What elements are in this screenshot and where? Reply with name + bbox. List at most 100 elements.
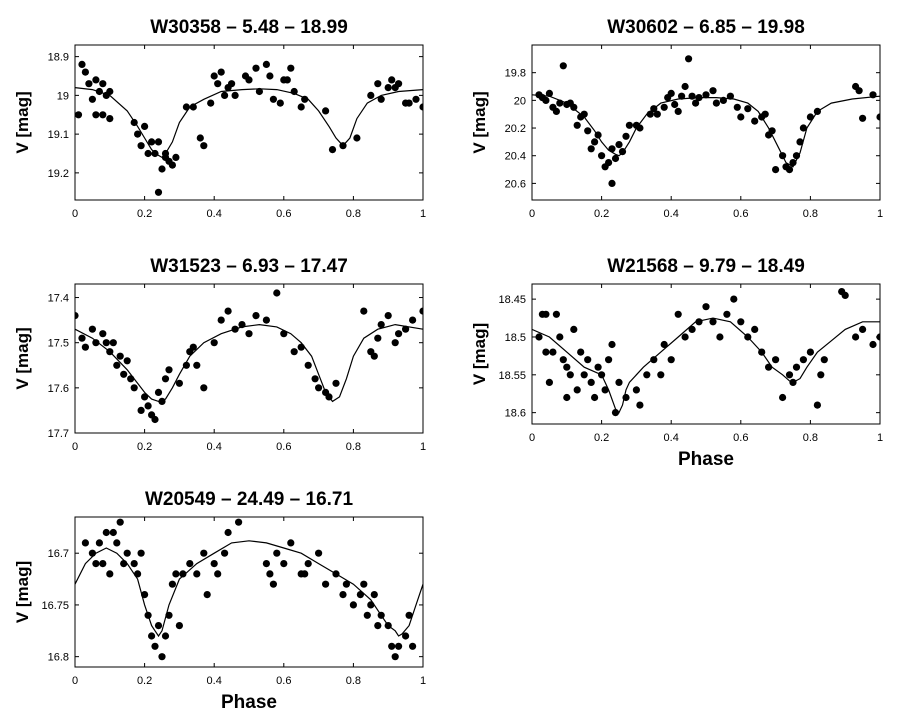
data-point xyxy=(660,103,668,111)
data-point xyxy=(148,138,156,146)
x-tick-label: 0.8 xyxy=(803,432,818,444)
data-point xyxy=(660,340,668,349)
data-point xyxy=(75,111,83,119)
data-point xyxy=(224,307,232,315)
data-point xyxy=(207,99,215,107)
data-point xyxy=(109,528,117,537)
data-point xyxy=(813,401,822,409)
data-point xyxy=(102,339,110,347)
data-point xyxy=(238,321,246,329)
data-point xyxy=(678,92,686,100)
data-point xyxy=(360,307,368,315)
data-point xyxy=(95,539,103,547)
data-point xyxy=(726,92,735,100)
data-point xyxy=(577,348,585,356)
data-point xyxy=(542,310,550,318)
data-point xyxy=(210,339,218,347)
panel-title-w31523: W31523 – 6.93 – 17.47 xyxy=(150,256,348,277)
data-point xyxy=(601,386,609,394)
data-point xyxy=(189,343,197,351)
data-point xyxy=(144,149,152,158)
x-tick-label: 1 xyxy=(420,208,426,220)
data-point xyxy=(374,80,382,88)
data-point xyxy=(92,76,100,84)
data-point xyxy=(141,393,149,401)
data-point xyxy=(349,601,357,609)
x-tick-label: 0.2 xyxy=(594,208,609,220)
data-point xyxy=(255,87,263,96)
y-tick-label: 18.6 xyxy=(505,408,526,420)
data-point xyxy=(545,378,554,386)
x-tick-label: 0.2 xyxy=(137,441,152,453)
data-point xyxy=(311,375,319,383)
data-point xyxy=(245,330,253,338)
data-point xyxy=(287,64,295,72)
data-point xyxy=(297,343,305,351)
plot-frame-w20549 xyxy=(74,516,424,668)
data-point xyxy=(563,363,571,371)
data-point xyxy=(154,188,163,196)
data-point xyxy=(556,333,564,341)
plot-frame-w31523 xyxy=(74,283,424,434)
data-point xyxy=(688,325,696,333)
data-point xyxy=(81,343,89,351)
x-tick-label: 0 xyxy=(72,675,78,687)
data-point xyxy=(594,363,602,371)
data-point xyxy=(99,80,107,88)
data-point xyxy=(130,560,138,568)
y-tick-label: 19.2 xyxy=(48,168,69,180)
data-point xyxy=(262,60,270,68)
data-point xyxy=(363,611,371,619)
data-point xyxy=(657,371,665,379)
data-point xyxy=(175,379,183,387)
data-point xyxy=(141,122,149,130)
data-point xyxy=(605,159,613,167)
data-point xyxy=(99,560,107,568)
data-point xyxy=(120,560,128,568)
data-point xyxy=(370,352,378,360)
x-tick-label: 0.6 xyxy=(276,675,291,687)
data-point xyxy=(573,386,581,394)
data-point xyxy=(772,356,780,364)
data-point xyxy=(262,560,270,568)
model-curve xyxy=(75,540,423,638)
data-point xyxy=(158,397,166,405)
data-point xyxy=(231,325,239,333)
data-point xyxy=(301,570,309,578)
data-point xyxy=(395,80,403,88)
data-point xyxy=(377,321,385,329)
data-point xyxy=(584,127,592,135)
data-point xyxy=(674,310,682,318)
data-point xyxy=(409,642,417,650)
data-point xyxy=(290,87,298,96)
data-point xyxy=(799,356,808,364)
data-point xyxy=(419,307,423,315)
data-point xyxy=(165,366,173,374)
data-point xyxy=(391,653,399,661)
data-point xyxy=(301,95,309,103)
y-tick-label: 19.1 xyxy=(48,129,69,141)
data-point xyxy=(751,325,759,333)
model-curve xyxy=(75,323,423,403)
data-point xyxy=(712,99,721,107)
data-point xyxy=(796,138,804,146)
data-point xyxy=(109,339,117,347)
data-point xyxy=(384,622,392,630)
data-point xyxy=(186,560,194,568)
x-tick-label: 0.2 xyxy=(137,675,152,687)
data-point xyxy=(384,312,392,320)
data-point xyxy=(618,148,627,156)
data-point xyxy=(779,152,787,160)
data-point xyxy=(158,165,166,173)
data-point xyxy=(196,134,204,142)
x-tick-label: 0.4 xyxy=(207,675,222,687)
data-point xyxy=(876,333,880,341)
data-point xyxy=(154,138,163,146)
data-point xyxy=(552,310,561,318)
data-point xyxy=(859,325,867,333)
data-point xyxy=(779,393,787,402)
y-tick-label: 20.4 xyxy=(505,151,526,163)
data-point xyxy=(723,310,731,318)
data-point xyxy=(161,632,170,640)
data-point xyxy=(820,356,828,364)
